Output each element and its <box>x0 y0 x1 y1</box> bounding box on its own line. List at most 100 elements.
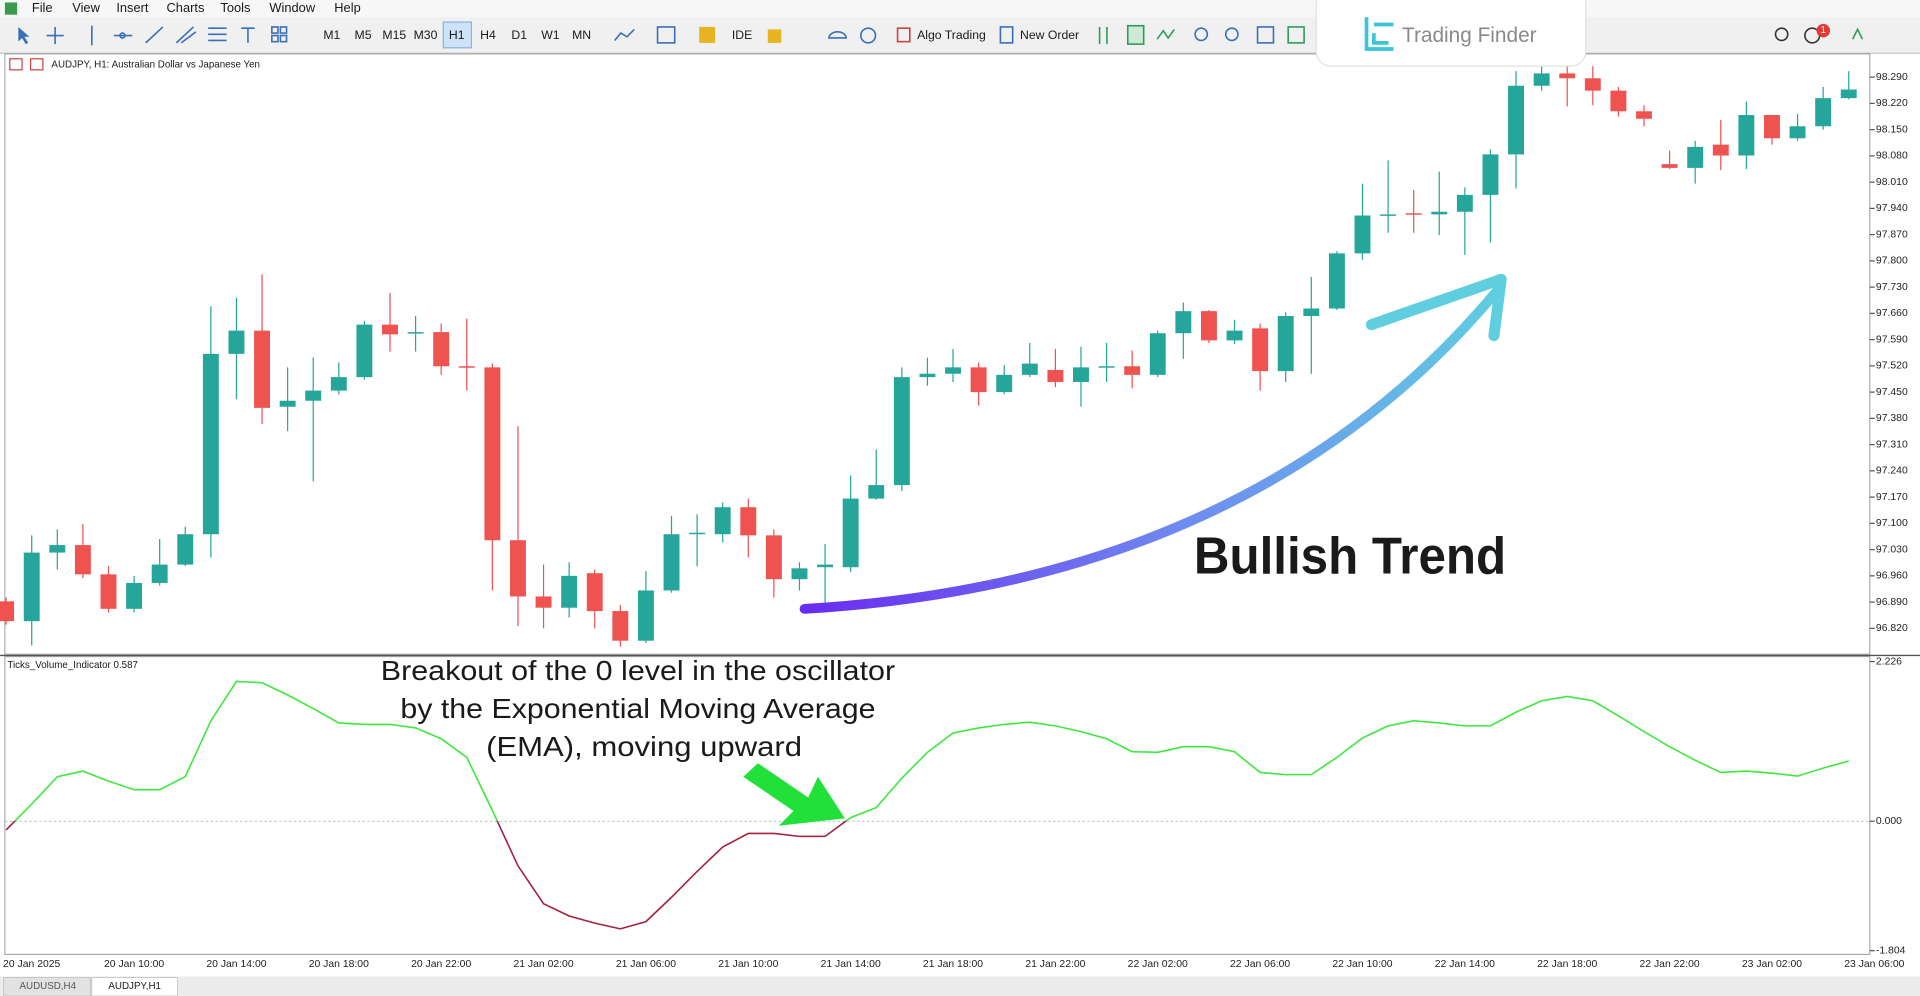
algo-trading-button[interactable]: Algo Trading <box>917 28 986 42</box>
x-tick-label: 21 Jan 18:00 <box>923 959 983 970</box>
menu-item[interactable]: Help <box>334 0 360 15</box>
candle-body <box>945 367 961 374</box>
timeframe-button[interactable]: MN <box>572 28 591 42</box>
candle-body <box>1789 126 1806 139</box>
y-tick-label: 96.820 <box>1876 623 1908 634</box>
timeframe-button[interactable]: W1 <box>541 28 560 42</box>
notification-count: 1 <box>1821 25 1826 36</box>
x-tick-label: 23 Jan 06:00 <box>1844 959 1904 970</box>
candle-body <box>1252 328 1269 372</box>
y-tick-label: 97.590 <box>1876 334 1908 345</box>
candle-body <box>458 366 475 368</box>
candle-body <box>561 575 578 608</box>
x-tick-label: 22 Jan 06:00 <box>1230 959 1290 970</box>
candle-body <box>689 532 706 535</box>
oscillator-line <box>5 680 1849 930</box>
tab-label[interactable]: AUDUSD,H4 <box>19 981 76 992</box>
candle-body <box>1354 215 1371 254</box>
candle-body <box>791 568 808 580</box>
candle-body <box>919 373 936 378</box>
candle-body <box>1405 213 1422 215</box>
candle-body <box>1764 115 1780 139</box>
candle-body <box>1277 315 1294 372</box>
candle-body <box>1738 115 1755 156</box>
ide-button[interactable]: IDE <box>732 28 752 42</box>
timeframe-button[interactable]: M5 <box>355 28 372 42</box>
y-tick-label: 97.310 <box>1876 439 1908 450</box>
timeframe-button[interactable]: H4 <box>480 28 496 42</box>
candle-body <box>330 377 347 391</box>
candle-body <box>1328 253 1345 309</box>
candle-body <box>1559 73 1576 79</box>
candle-body <box>510 540 526 597</box>
timeframes: M1 M5 M15 M30 H1 H4 D1 W1 MN <box>323 28 591 42</box>
x-tick-label: 22 Jan 14:00 <box>1435 959 1495 970</box>
menu-item[interactable]: Charts <box>167 0 205 15</box>
candle-body <box>49 545 66 553</box>
candle-body <box>151 564 168 583</box>
tab-bar <box>0 976 1920 996</box>
main-pane <box>4 53 1871 655</box>
candle-body <box>893 377 910 486</box>
candle-body <box>586 573 603 612</box>
trend-arrow-head <box>1365 273 1507 342</box>
y-tick-label: 97.660 <box>1876 308 1908 319</box>
y-tick-label: 97.730 <box>1876 282 1908 293</box>
candle-body <box>1047 369 1064 382</box>
new-order-button[interactable]: New Order <box>1020 28 1079 42</box>
timeframe-button[interactable]: H1 <box>449 28 465 42</box>
candle-body <box>1175 311 1192 334</box>
timeframe-button[interactable]: M15 <box>382 28 406 42</box>
candle-body <box>305 390 322 401</box>
window-controls <box>1875 24 1913 42</box>
candle-body <box>484 367 501 541</box>
candle-body <box>1149 333 1166 375</box>
y-tick-label: 97.450 <box>1876 387 1908 398</box>
menu: File View Insert Charts Tools Window Help <box>32 0 361 15</box>
tab-label[interactable]: AUDJPY,H1 <box>108 981 161 992</box>
x-tick-label: 22 Jan 10:00 <box>1332 959 1392 970</box>
y-tick-label: 96.960 <box>1876 571 1908 582</box>
breakout-label: by the Exponential Moving Average <box>400 692 875 724</box>
candle-body <box>254 330 270 408</box>
candle-body <box>1636 111 1652 119</box>
candle-body <box>1226 330 1243 341</box>
menu-item[interactable]: Window <box>269 0 315 15</box>
x-tick-label: 21 Jan 14:00 <box>821 959 881 970</box>
timeframe-button[interactable]: M30 <box>414 28 438 42</box>
menu-item[interactable]: Tools <box>220 0 250 15</box>
candle-body <box>1200 311 1217 341</box>
menu-item[interactable]: View <box>72 0 100 15</box>
indicator-title: Ticks_Volume_Indicator 0.587 <box>7 660 138 671</box>
y-tick-label: 97.170 <box>1876 492 1908 503</box>
candle-body <box>637 590 654 641</box>
oscillator-pane <box>4 656 1871 955</box>
x-tick-label: 21 Jan 22:00 <box>1025 959 1085 970</box>
timeframe-button[interactable]: D1 <box>511 28 527 42</box>
y-tick-label: 97.870 <box>1876 229 1908 240</box>
y-tick-label: 98.080 <box>1876 151 1908 162</box>
y-tick-label: 97.030 <box>1876 544 1908 555</box>
menu-item[interactable]: File <box>32 0 53 15</box>
active-timeframe <box>442 21 473 49</box>
y-tick-label: -1.804 <box>1876 945 1906 956</box>
candle-body <box>868 485 885 499</box>
menu-item[interactable]: Insert <box>116 0 149 15</box>
candle-body <box>1840 89 1857 99</box>
tab[interactable] <box>3 977 91 996</box>
candle-body <box>1073 367 1089 382</box>
candle-body <box>279 400 296 407</box>
candle-body <box>996 374 1013 393</box>
tab-active[interactable] <box>91 977 178 996</box>
x-tick-label: 20 Jan 14:00 <box>206 959 266 970</box>
trend-arrow <box>799 286 1502 614</box>
y-tick-label: 97.380 <box>1876 413 1908 424</box>
candle-body <box>1303 308 1320 316</box>
y-tick-label: 98.220 <box>1876 98 1908 109</box>
candle-body <box>0 601 15 622</box>
candle-body <box>177 534 194 565</box>
y-tick-label: 97.940 <box>1876 203 1908 214</box>
timeframe-button[interactable]: M1 <box>323 28 340 42</box>
